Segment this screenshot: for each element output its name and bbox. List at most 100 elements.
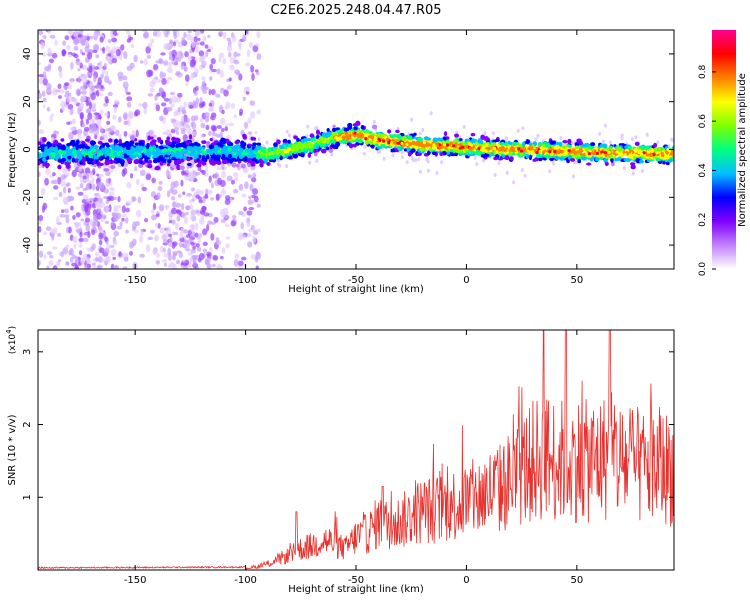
spectrogram-noise-mark (252, 235, 256, 244)
spectrogram-noise-mark (81, 52, 86, 56)
spectrogram-ridge-mark (194, 153, 199, 157)
spectrogram-noise-mark (191, 131, 198, 137)
colorbar-tick-label: 0.8 (698, 64, 708, 79)
spectrogram-noise-mark (207, 220, 213, 225)
spectrogram-noise-mark (142, 102, 148, 109)
spectrogram-noise-mark (164, 204, 170, 209)
spectrogram-halo-mark (330, 152, 334, 157)
spectrogram-noise-mark (228, 77, 232, 82)
spectrogram-noise-mark (104, 236, 108, 242)
spectrogram-peak-mark (557, 151, 561, 155)
spectrogram-peak-mark (530, 146, 534, 150)
spectrogram-noise-mark (157, 186, 163, 192)
spectrogram-noise-mark (94, 200, 100, 208)
spectrogram-noise-mark (225, 236, 231, 240)
spectrogram-noise-mark (49, 34, 56, 39)
spectrogram-noise-mark (187, 252, 193, 256)
spectrogram-noise-mark (249, 100, 256, 106)
spectrogram-noise-mark (51, 87, 58, 96)
colorbar: 0.00.20.40.60.8 Normalized spectral ampl… (698, 30, 748, 276)
spectrogram-noise-mark (92, 264, 96, 269)
spectrogram-noise-mark (188, 237, 192, 244)
spectrogram-noise-mark (137, 196, 142, 204)
spectrogram-noise-mark (83, 126, 90, 132)
spectrogram-noise-mark (191, 41, 196, 48)
spectrogram-halo-mark (634, 135, 638, 140)
spectrogram-ridge-mark (262, 155, 267, 159)
spectrogram-peak-mark (445, 143, 450, 147)
spectrogram-peak-mark (593, 149, 597, 153)
spectrogram-ridge-mark (276, 139, 281, 145)
spectrogram-noise-mark (112, 240, 118, 246)
spectrogram-noise-mark (151, 208, 155, 215)
spectrogram-ridge-mark (578, 140, 583, 146)
spectrogram-ridge-mark (75, 144, 79, 151)
spectrogram-noise-mark (110, 187, 115, 192)
spectrogram-halo-mark (598, 131, 602, 136)
spectrogram-noise-mark (219, 131, 224, 139)
spectrogram-noise-mark (151, 177, 156, 184)
spectrogram-noise-mark (254, 43, 260, 47)
spectrogram-noise-mark (234, 253, 240, 259)
spectrogram-ridge-mark (604, 161, 609, 167)
spectrogram-noise-mark (183, 121, 190, 129)
spectrogram-ridge-mark (248, 143, 253, 147)
spectrogram-ridge-mark (227, 146, 232, 152)
spectrogram-ridge-mark (101, 142, 106, 148)
spectrogram-ridge-mark (240, 163, 246, 169)
spectrogram-peak-mark (519, 149, 524, 153)
spectrogram-noise-mark (192, 100, 197, 108)
spectrogram-ridge-mark (586, 162, 592, 166)
spectrogram-ridge-mark (57, 158, 62, 162)
spectrogram-noise-mark (201, 170, 206, 175)
spectrogram-halo-mark (455, 130, 459, 135)
spectrogram-noise-mark (204, 111, 210, 118)
spectrogram-ridge-mark (42, 137, 47, 143)
spectrogram-halo-mark (372, 119, 376, 124)
spectrogram-noise-mark (38, 171, 41, 177)
spectrogram-ridge-mark (325, 140, 330, 144)
spectrogram-ridge-mark (153, 154, 158, 159)
spectrogram-noise-mark (208, 102, 213, 107)
spectrogram-ridge-mark (108, 138, 113, 143)
spectrogram-noise-mark (210, 233, 215, 241)
spectrogram-noise-mark (237, 40, 242, 48)
spectrogram-ridge-mark (147, 150, 152, 154)
spectrogram-ridge-mark (136, 146, 140, 151)
spectrogram-ridge-mark (574, 141, 580, 147)
spectrogram-noise-mark (121, 217, 125, 222)
spectrogram-halo-mark (265, 140, 269, 145)
spectrogram-noise-mark (47, 47, 52, 55)
spectrogram-ridge-mark (300, 138, 305, 144)
spectrogram-ridge-mark (296, 138, 300, 142)
spectrogram-noise-mark (185, 234, 191, 238)
spectrogram-ridge-mark (109, 164, 116, 169)
spectrogram-noise-mark (139, 235, 144, 243)
spectrogram-peak-mark (553, 150, 557, 154)
spectrogram-noise-mark (60, 180, 66, 187)
spectrogram-noise-mark (103, 134, 108, 142)
spectrogram-peak-mark (576, 150, 580, 154)
spectrogram-noise-mark (82, 237, 89, 243)
spectrogram-ridge-mark (111, 160, 116, 164)
spectrogram-noise-mark (159, 115, 164, 122)
spectrogram-ridge-mark (237, 160, 241, 164)
spectrogram-noise-mark (38, 119, 41, 126)
spectrogram-peak-mark (356, 133, 360, 138)
spectrogram-noise-mark (101, 214, 107, 219)
spectrogram-noise-mark (186, 117, 191, 123)
spectrogram-peak-mark (477, 147, 481, 151)
spectrogram-ridge-mark (316, 131, 321, 135)
spectrogram-ridge-mark (616, 157, 621, 161)
spectrogram-noise-mark (95, 84, 102, 90)
spectrogram-noise-mark (108, 204, 112, 213)
spectrogram-ridge-mark (640, 145, 645, 151)
spectrogram-noise-mark (216, 264, 223, 269)
spectrogram-ridge-mark (151, 139, 157, 145)
spectrogram-noise-mark (255, 251, 262, 260)
spectrogram-halo-mark (418, 169, 422, 174)
spectrogram-noise-mark (48, 260, 54, 267)
spectrogram-ridge-mark (125, 145, 131, 151)
spectrogram-noise-mark (192, 258, 197, 266)
